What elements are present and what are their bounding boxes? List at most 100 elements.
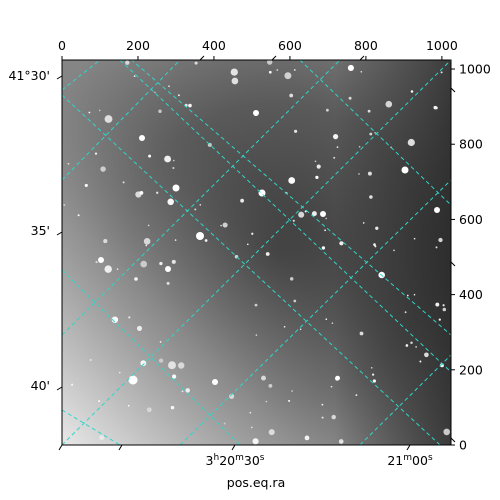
star <box>435 246 438 249</box>
star <box>410 341 413 345</box>
star <box>118 371 121 374</box>
star <box>347 64 354 71</box>
star <box>194 61 198 65</box>
star <box>194 208 197 211</box>
y-tick-label: 1000 <box>459 62 491 77</box>
star <box>94 152 98 155</box>
star <box>116 268 119 270</box>
star <box>325 318 328 321</box>
star <box>167 198 174 206</box>
star <box>374 132 376 134</box>
star <box>359 331 364 336</box>
star <box>374 245 377 248</box>
star <box>168 85 170 88</box>
star <box>98 400 101 403</box>
star <box>311 211 317 217</box>
bright-star <box>212 379 218 385</box>
star <box>229 393 235 399</box>
star <box>330 385 333 388</box>
ra-tick <box>406 444 411 451</box>
star <box>67 162 70 165</box>
dec-tick <box>56 386 63 391</box>
bright-star <box>139 135 145 141</box>
bottom-ra-axis: 3h20m30s 21m00s <box>58 444 433 468</box>
star <box>336 146 339 148</box>
star <box>413 293 416 296</box>
star <box>367 109 371 113</box>
star <box>299 328 302 331</box>
star <box>104 115 113 123</box>
star <box>265 252 270 256</box>
star <box>393 249 395 252</box>
star <box>433 105 437 110</box>
left-dec-axis: 41°30' 35' 40' <box>9 68 63 393</box>
grid-line <box>179 179 451 445</box>
star <box>225 223 228 226</box>
star <box>316 164 321 169</box>
star <box>373 243 376 246</box>
star <box>122 181 125 184</box>
star <box>315 175 319 180</box>
star <box>143 237 151 245</box>
star <box>362 222 365 224</box>
star <box>172 166 175 170</box>
star <box>99 435 105 441</box>
star <box>88 111 91 114</box>
y-tick-label: 600 <box>459 212 483 227</box>
star <box>321 403 324 406</box>
star <box>188 103 192 108</box>
star <box>172 374 177 379</box>
grid-line <box>62 60 341 336</box>
star <box>338 439 344 444</box>
star <box>385 100 393 108</box>
star <box>440 71 443 74</box>
star <box>181 390 184 393</box>
star <box>168 361 176 370</box>
star <box>171 259 176 264</box>
star <box>291 390 293 392</box>
dec-tick <box>56 75 63 80</box>
ra-tick <box>58 444 63 451</box>
star <box>223 422 226 425</box>
x-tick-label: 800 <box>354 38 378 53</box>
y-tick-label: 0 <box>459 438 467 453</box>
star <box>177 94 180 97</box>
star <box>136 325 143 331</box>
dec-tick-label: 41°30' <box>9 68 51 83</box>
dec-tick-label: 40' <box>31 378 50 393</box>
grid-line <box>130 60 451 336</box>
star <box>406 294 409 297</box>
y-tick-label: 800 <box>459 137 483 152</box>
star <box>77 214 80 217</box>
star <box>268 384 273 388</box>
star <box>261 375 266 381</box>
y-tick-label: 200 <box>459 362 483 377</box>
star <box>252 438 259 445</box>
star <box>369 132 373 136</box>
star <box>139 191 144 195</box>
star <box>372 379 377 383</box>
star <box>71 383 74 386</box>
star <box>419 360 422 363</box>
ra-tick <box>231 444 236 451</box>
star <box>348 96 352 100</box>
grid-line <box>62 60 101 91</box>
star <box>133 75 136 77</box>
y-tick-label: 400 <box>459 287 483 302</box>
star <box>204 239 208 242</box>
star <box>276 69 279 71</box>
star <box>404 311 407 314</box>
star <box>134 277 138 281</box>
bright-star <box>320 211 326 217</box>
star <box>284 72 292 80</box>
world-tick <box>359 55 365 61</box>
grid-line <box>359 354 451 445</box>
star <box>339 241 344 246</box>
star <box>355 394 358 397</box>
right-pixel-axis: 0 200 400 600 800 1000 <box>450 62 491 453</box>
star <box>185 388 190 393</box>
star <box>158 358 164 363</box>
x-axis-label: pos.eq.ra <box>227 475 285 490</box>
bright-star <box>253 110 259 116</box>
ra-tick <box>118 444 123 451</box>
